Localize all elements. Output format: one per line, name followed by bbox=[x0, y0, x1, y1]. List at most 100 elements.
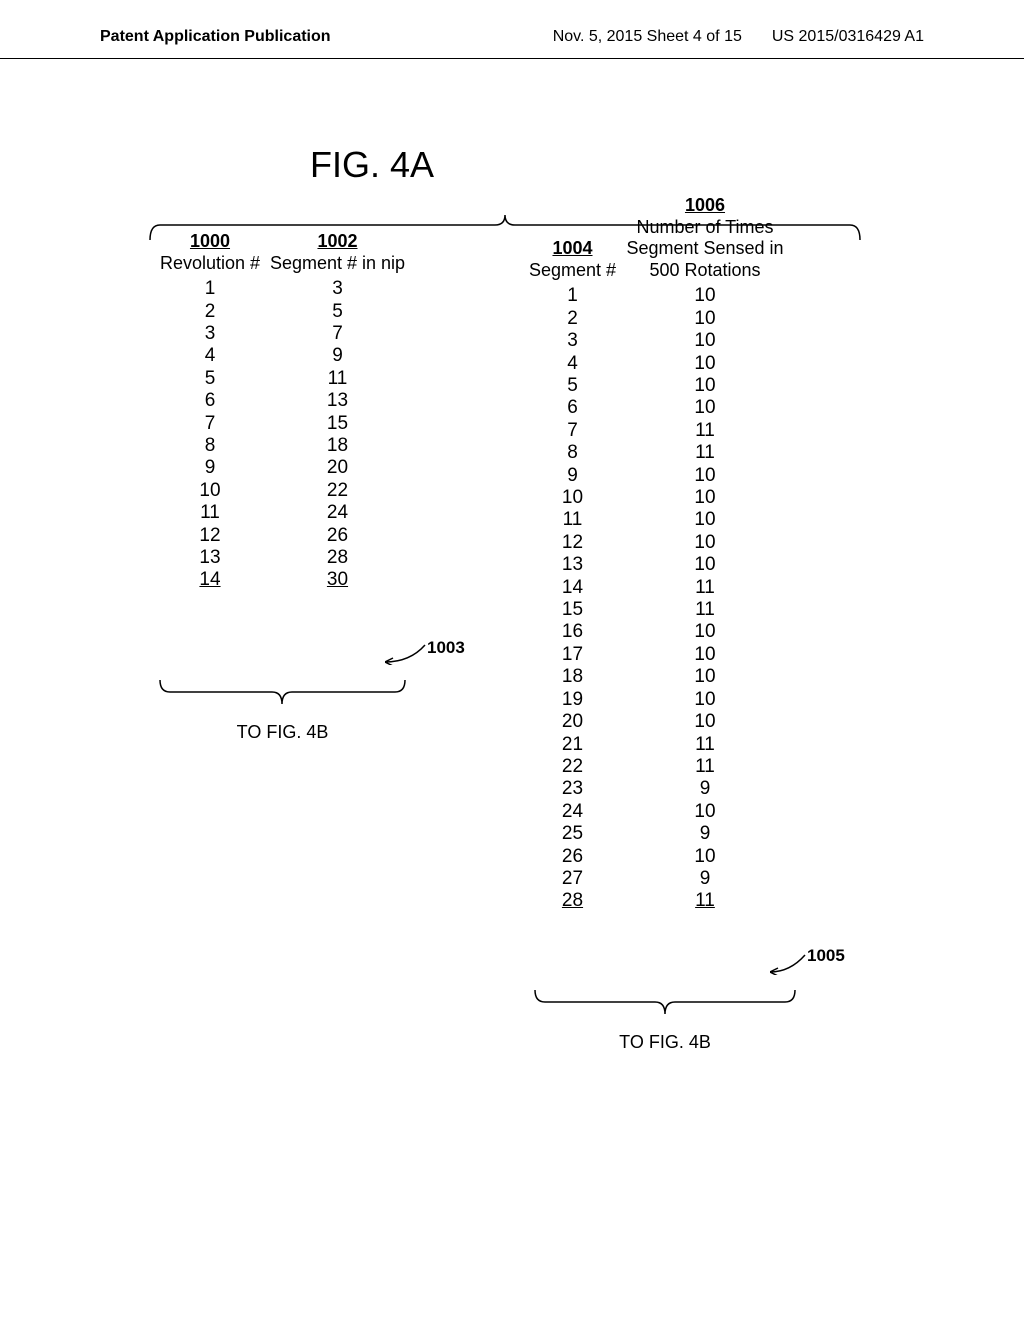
col-label-1004: Segment # bbox=[529, 260, 616, 280]
table-cell: 9 bbox=[620, 868, 790, 890]
table-cell: 10 bbox=[620, 285, 790, 307]
table-cell: 10 bbox=[620, 621, 790, 643]
table-cell: 26 bbox=[525, 846, 620, 868]
table-cell: 10 bbox=[620, 509, 790, 531]
table-cell: 12 bbox=[155, 525, 265, 547]
table-cell: 20 bbox=[265, 457, 410, 479]
table-cell: 21 bbox=[525, 734, 620, 756]
table-cell: 18 bbox=[265, 435, 410, 457]
table-cell: 30 bbox=[265, 569, 410, 591]
page-header: Patent Application Publication Nov. 5, 2… bbox=[0, 0, 1024, 59]
table-cell: 24 bbox=[265, 502, 410, 524]
figure-title: FIG. 4A bbox=[0, 144, 1024, 186]
header-center: Nov. 5, 2015 Sheet 4 of 15 bbox=[553, 28, 742, 46]
col-label-1006c: 500 Rotations bbox=[649, 260, 760, 280]
table-cell: 11 bbox=[620, 890, 790, 912]
table-cell: 10 bbox=[620, 689, 790, 711]
table-cell: 9 bbox=[155, 457, 265, 479]
table-cell: 10 bbox=[620, 487, 790, 509]
table-cell: 2 bbox=[525, 308, 620, 330]
table-cell: 10 bbox=[620, 846, 790, 868]
table-cell: 28 bbox=[525, 890, 620, 912]
header-left: Patent Application Publication bbox=[100, 28, 331, 46]
to-fig-left: TO FIG. 4B bbox=[155, 722, 410, 743]
callout-1003: 1003 bbox=[427, 638, 465, 658]
table-cell: 16 bbox=[525, 621, 620, 643]
table-cell: 9 bbox=[525, 465, 620, 487]
table-cell: 11 bbox=[620, 599, 790, 621]
table-cell: 23 bbox=[525, 778, 620, 800]
col-1004: 1004 Segment # 1234567891011121314151617… bbox=[525, 195, 620, 913]
table-cell: 15 bbox=[265, 413, 410, 435]
table-cell: 11 bbox=[620, 734, 790, 756]
table-cell: 10 bbox=[620, 465, 790, 487]
table-cell: 3 bbox=[525, 330, 620, 352]
table-cell: 9 bbox=[620, 823, 790, 845]
table-cell: 3 bbox=[155, 323, 265, 345]
table-cell: 10 bbox=[620, 330, 790, 352]
to-fig-right: TO FIG. 4B bbox=[530, 1032, 800, 1053]
table-cell: 10 bbox=[620, 554, 790, 576]
table-cell: 11 bbox=[620, 756, 790, 778]
table-cell: 11 bbox=[525, 509, 620, 531]
table-left: 1000 Revolution # 1234567891011121314 10… bbox=[155, 231, 410, 592]
table-cell: 7 bbox=[265, 323, 410, 345]
table-cell: 13 bbox=[265, 390, 410, 412]
table-cell: 22 bbox=[265, 480, 410, 502]
table-cell: 10 bbox=[620, 308, 790, 330]
table-cell: 9 bbox=[620, 778, 790, 800]
leader-1005-icon bbox=[770, 950, 810, 975]
col-num-1000: 1000 bbox=[190, 231, 230, 251]
table-cell: 11 bbox=[620, 442, 790, 464]
col-num-1004: 1004 bbox=[552, 238, 592, 258]
table-cell: 11 bbox=[155, 502, 265, 524]
bracket-bottom-left-icon bbox=[155, 680, 410, 705]
col-num-1002: 1002 bbox=[317, 231, 357, 251]
table-cell: 12 bbox=[525, 532, 620, 554]
table-cell: 26 bbox=[265, 525, 410, 547]
table-cell: 10 bbox=[620, 532, 790, 554]
col-1002: 1002 Segment # in nip 357911131518202224… bbox=[265, 231, 410, 592]
callout-1005: 1005 bbox=[807, 946, 845, 966]
table-cell: 6 bbox=[525, 397, 620, 419]
table-cell: 5 bbox=[155, 368, 265, 390]
table-cell: 20 bbox=[525, 711, 620, 733]
table-cell: 8 bbox=[525, 442, 620, 464]
table-cell: 11 bbox=[265, 368, 410, 390]
table-cell: 10 bbox=[620, 666, 790, 688]
table-cell: 11 bbox=[620, 577, 790, 599]
col-header-1004: 1004 Segment # bbox=[525, 195, 620, 281]
col-label-1000: Revolution # bbox=[160, 253, 260, 273]
table-cell: 3 bbox=[265, 278, 410, 300]
header-right-text: US 2015/0316429 A1 bbox=[772, 28, 924, 46]
table-cell: 10 bbox=[155, 480, 265, 502]
col-header-1006: 1006 Number of Times Segment Sensed in 5… bbox=[620, 195, 790, 281]
table-cell: 11 bbox=[620, 420, 790, 442]
table-cell: 19 bbox=[525, 689, 620, 711]
table-cell: 10 bbox=[620, 801, 790, 823]
table-cell: 7 bbox=[525, 420, 620, 442]
table-cell: 2 bbox=[155, 301, 265, 323]
table-cell: 14 bbox=[525, 577, 620, 599]
table-cell: 15 bbox=[525, 599, 620, 621]
col-num-1006: 1006 bbox=[685, 195, 725, 215]
bracket-bottom-right-icon bbox=[530, 990, 800, 1015]
col-header-1000: 1000 Revolution # bbox=[155, 231, 265, 274]
table-right: 1004 Segment # 1234567891011121314151617… bbox=[525, 195, 790, 913]
table-cell: 1 bbox=[525, 285, 620, 307]
table-cell: 13 bbox=[155, 547, 265, 569]
col-1006: 1006 Number of Times Segment Sensed in 5… bbox=[620, 195, 790, 913]
col-label-1002: Segment # in nip bbox=[270, 253, 405, 273]
col-header-1002: 1002 Segment # in nip bbox=[265, 231, 410, 274]
table-cell: 18 bbox=[525, 666, 620, 688]
table-cell: 10 bbox=[620, 375, 790, 397]
header-right: Nov. 5, 2015 Sheet 4 of 15 US 2015/03164… bbox=[553, 28, 924, 46]
table-cell: 10 bbox=[525, 487, 620, 509]
table-cell: 10 bbox=[620, 711, 790, 733]
col-label-1006a: Number of Times bbox=[636, 217, 773, 237]
table-cell: 27 bbox=[525, 868, 620, 890]
col-label-1006b: Segment Sensed in bbox=[626, 238, 783, 258]
table-cell: 10 bbox=[620, 644, 790, 666]
table-cell: 22 bbox=[525, 756, 620, 778]
table-cell: 7 bbox=[155, 413, 265, 435]
